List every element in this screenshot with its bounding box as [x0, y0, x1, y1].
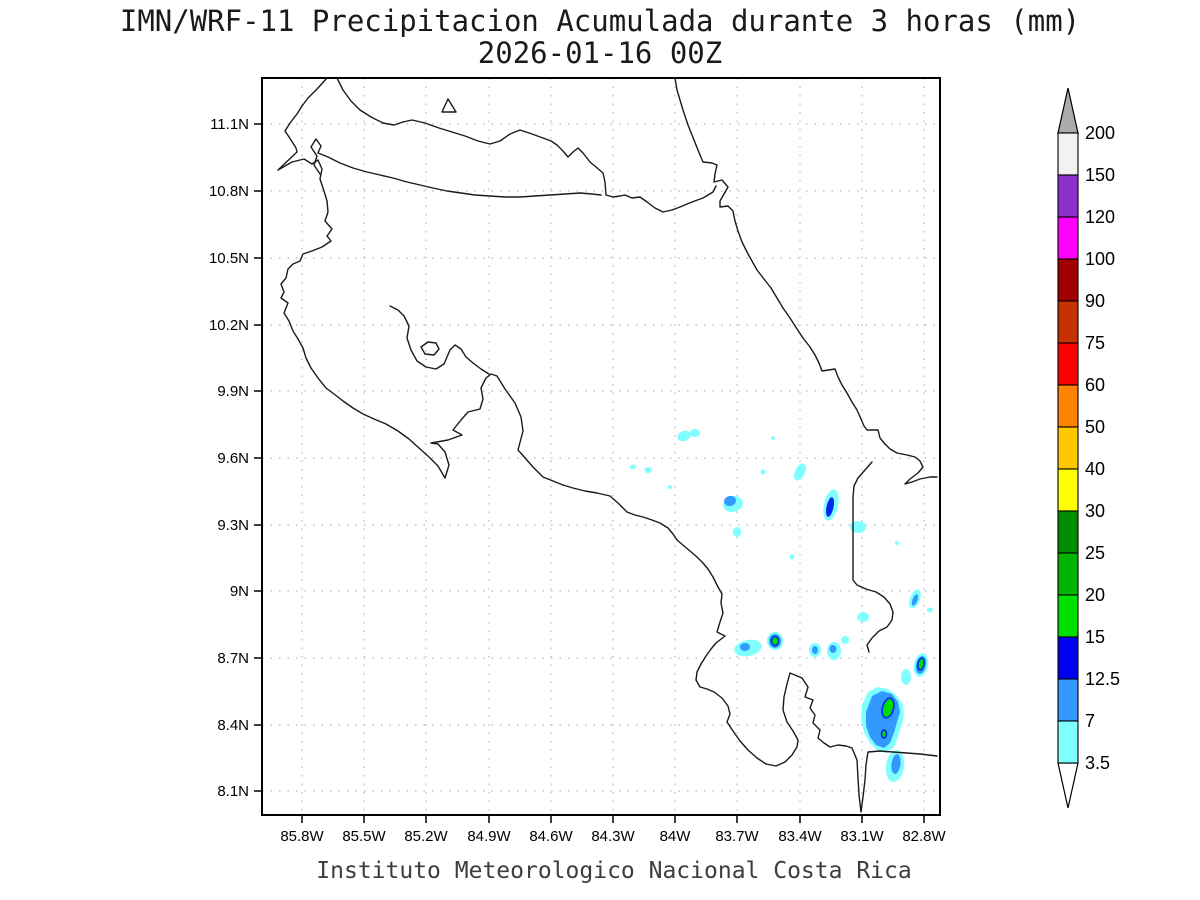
precip-cell-intense [770, 635, 780, 647]
colorbar-level-label: 15 [1085, 627, 1105, 647]
colorbar-swatch-3.5-7 [1057, 720, 1079, 764]
map-title: IMN/WRF-11 Precipitacion Acumulada duran… [119, 4, 1081, 38]
colorbar-swatch-15-20 [1057, 594, 1079, 638]
colorbar-swatch-100-120 [1057, 216, 1079, 260]
precip-cell-light [927, 607, 933, 613]
coastline-caribbean-coast [674, 77, 938, 485]
precip-cell-heavy [825, 497, 835, 517]
institution-caption: Instituto Meteorologico Nacional Costa R… [316, 858, 912, 884]
lat-tick-label: 9.9N [217, 383, 249, 400]
colorbar-bottom-arrow [1057, 762, 1079, 809]
precip-cell-intense [881, 697, 895, 719]
colorbar-level-label: 30 [1085, 501, 1105, 521]
lat-tick-label: 8.4N [217, 717, 249, 734]
precip-cell-light [644, 467, 652, 473]
colorbar-swatch-20-25 [1057, 552, 1079, 596]
precip-cell-light [850, 521, 866, 533]
colorbar-level-label: 20 [1085, 585, 1105, 605]
colorbar-swatch-150-200 [1057, 132, 1079, 176]
colorbar-swatch-12.5-15 [1057, 636, 1079, 680]
precip-cell-light [771, 436, 775, 440]
precip-cell-moderate [891, 754, 901, 774]
colorbar-swatch-75-90 [1057, 300, 1079, 344]
coastline-isla-ometepe [441, 98, 457, 113]
colorbar-swatch-90-100 [1057, 258, 1079, 302]
colorbar-level-label: 150 [1085, 165, 1115, 185]
precip-cell-light [760, 469, 766, 475]
coastline-lake-nicaragua-shore-san-juan [336, 77, 717, 213]
precip-cell-moderate [911, 594, 919, 606]
lat-tick-label: 9.3N [217, 517, 249, 534]
colorbar-swatch-25-30 [1057, 510, 1079, 554]
lon-tick-label: 84.6W [529, 828, 573, 845]
precip-cell-light [668, 485, 672, 489]
lat-tick-label: 9N [230, 583, 249, 600]
precip-cell-moderate [724, 495, 736, 507]
lon-tick-label: 85.8W [280, 828, 324, 845]
coastline-gulf-of-nicoya-head [389, 305, 490, 375]
precip-cell-light [841, 636, 849, 644]
colorbar-level-label: 7 [1085, 711, 1095, 731]
precip-cell-moderate [740, 643, 750, 651]
coastline-panama-border [852, 461, 894, 653]
colorbar-level-label: 12.5 [1085, 669, 1120, 689]
lon-tick-label: 84W [660, 828, 692, 845]
map-frame [261, 77, 941, 816]
lon-tick-label: 85.5W [342, 828, 386, 845]
coastline-nicaragua-border [310, 138, 602, 198]
lat-tick-label: 10.8N [209, 183, 249, 200]
colorbar-level-label: 60 [1085, 375, 1105, 395]
lon-tick-label: 82.8W [902, 828, 946, 845]
colorbar-level-label: 200 [1085, 123, 1115, 143]
lat-tick-label: 11.1N [210, 116, 249, 133]
lon-tick-label: 85.2W [404, 828, 448, 845]
colorbar-level-label: 3.5 [1085, 753, 1110, 773]
coastline-pacific-coast-costa-rica [277, 77, 938, 813]
precip-cell-light [895, 541, 899, 545]
precip-cell-light [901, 669, 911, 685]
precip-cell-light [677, 430, 691, 442]
colorbar-top-arrow [1057, 87, 1079, 134]
precip-cell-light [733, 527, 741, 537]
lon-tick-label: 84.3W [591, 828, 635, 845]
colorbar-swatch-120-150 [1057, 174, 1079, 218]
coastline-isla-chira [420, 341, 440, 356]
lon-tick-label: 83.1W [840, 828, 884, 845]
precip-cell-intense [880, 729, 888, 739]
colorbar-level-label: 50 [1085, 417, 1105, 437]
map-valid-time: 2026-01-16 00Z [477, 36, 723, 70]
precip-cell-light [789, 554, 795, 560]
colorbar-level-label: 75 [1085, 333, 1105, 353]
lon-tick-label: 83.4W [778, 828, 822, 845]
colorbar-swatch-50-60 [1057, 384, 1079, 428]
colorbar-swatch-60-75 [1057, 342, 1079, 386]
colorbar-level-label: 120 [1085, 207, 1115, 227]
precip-cell-light [630, 464, 636, 470]
colorbar-swatch-40-50 [1057, 426, 1079, 470]
colorbar-level-label: 40 [1085, 459, 1105, 479]
lat-tick-label: 10.5N [209, 250, 249, 267]
precip-cell-light [794, 463, 806, 481]
precip-cell-moderate [812, 646, 818, 654]
lat-tick-label: 10.2N [209, 317, 249, 334]
colorbar-level-label: 25 [1085, 543, 1105, 563]
precip-cell-intense [917, 657, 925, 671]
lat-tick-label: 8.1N [217, 783, 249, 800]
colorbar-level-label: 100 [1085, 249, 1115, 269]
precip-cell-light [690, 429, 700, 437]
precip-cell-light [857, 612, 869, 622]
lon-tick-label: 84.9W [467, 828, 511, 845]
precip-cell-moderate [829, 645, 837, 653]
colorbar-level-label: 90 [1085, 291, 1105, 311]
colorbar-swatch-30-40 [1057, 468, 1079, 512]
lat-tick-label: 8.7N [217, 650, 249, 667]
lon-tick-label: 83.7W [715, 828, 759, 845]
colorbar-swatch-7-12.5 [1057, 678, 1079, 722]
lat-tick-label: 9.6N [217, 450, 249, 467]
